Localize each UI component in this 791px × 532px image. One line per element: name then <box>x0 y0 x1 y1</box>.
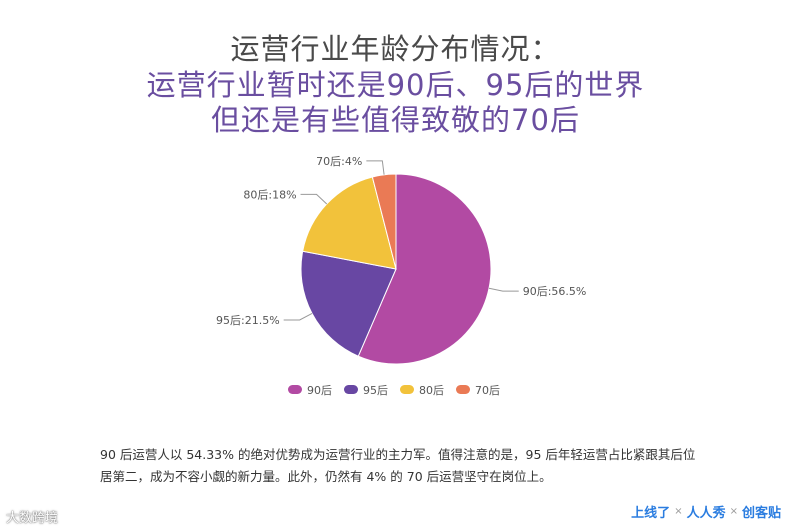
logo-separator: × <box>674 505 683 517</box>
pie-slice-0 <box>357 173 492 365</box>
watermark: 大数跨境 <box>6 511 59 526</box>
pie-slice-2 <box>302 176 397 270</box>
slice-label-1: 95后:21.5% <box>216 314 280 327</box>
chart-title-line-2: 运营行业暂时还是90后、95后的世界 <box>146 68 645 102</box>
slice-label-0: 90后:56.5% <box>523 285 587 298</box>
leader-line-0 <box>488 287 519 292</box>
leader-line-3 <box>366 160 385 175</box>
slice-label-2: 80后:18% <box>243 188 296 201</box>
legend-swatch-3 <box>456 385 470 394</box>
logo-renrenxiu: 人人秀 <box>686 505 726 521</box>
pie-slice-3 <box>371 173 397 270</box>
logo-shangxianle: 上线了 <box>631 505 671 521</box>
chart-description: 90 后运营人以 54.33% 的绝对优势成为运营行业的主力军。值得注意的是，9… <box>100 446 696 484</box>
legend-label-0: 90后 <box>307 384 332 397</box>
legend-label-3: 70后 <box>475 384 500 397</box>
slice-label-3: 70后:4% <box>316 155 362 168</box>
logo-chuangketie: 创客贴 <box>741 505 781 521</box>
partner-logos: 上线了 × 人人秀 × 创客贴 <box>631 498 781 524</box>
logo-separator: × <box>729 505 738 517</box>
leader-line-2 <box>300 193 328 205</box>
pie-chart: 90后:56.5% 95后:21.5% 80后:18% 70后:4% 90后 95后 80后… <box>216 155 587 397</box>
legend-swatch-1 <box>344 385 358 394</box>
chart-title-line-1: 运营行业年龄分布情况： <box>230 32 561 66</box>
chart-title-line-3: 但还是有些值得致敬的70后 <box>211 103 580 137</box>
legend-label-1: 95后 <box>363 384 388 397</box>
leader-line-1 <box>283 313 313 321</box>
legend-label-2: 80后 <box>419 384 444 397</box>
pie-slice-1 <box>300 250 397 357</box>
legend-swatch-2 <box>400 385 414 394</box>
legend-swatch-0 <box>288 385 302 394</box>
